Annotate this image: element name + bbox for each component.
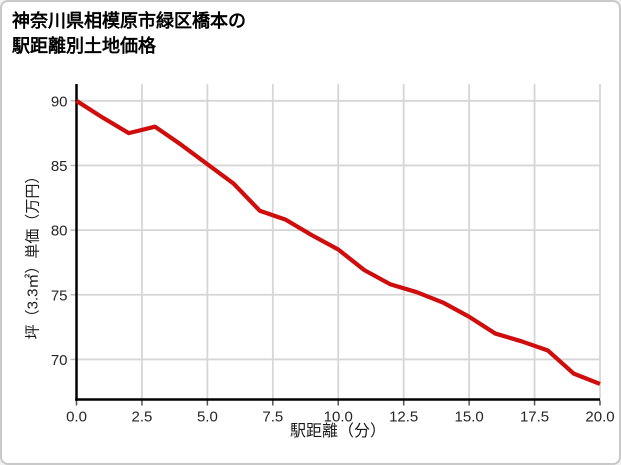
x-tick-label: 17.5 (520, 409, 549, 426)
x-tick-label: 5.0 (197, 409, 218, 426)
x-tick-label: 20.0 (585, 409, 614, 426)
x-tick-label: 7.5 (262, 409, 283, 426)
x-tick-label: 15.0 (455, 409, 484, 426)
x-axis-label: 駅距離（分） (289, 423, 386, 440)
chart-title: 神奈川県相模原市緑区橋本の 駅距離別土地価格 (12, 9, 246, 59)
y-tick-label: 80 (51, 223, 68, 240)
x-tick-label: 2.5 (132, 409, 153, 426)
x-tick-label: 12.5 (389, 409, 418, 426)
x-tick-label: 0.0 (66, 409, 87, 426)
y-tick-label: 85 (51, 158, 68, 175)
price-line (75, 99, 601, 386)
x-tick-label: 10.0 (324, 409, 353, 426)
chart-title-line-1: 神奈川県相模原市緑区橋本の (12, 11, 246, 31)
chart-title-line-2: 駅距離別土地価格 (12, 36, 156, 56)
y-tick-label: 90 (51, 93, 68, 110)
y-tick-label: 75 (51, 287, 68, 304)
y-tick-label: 70 (51, 352, 68, 369)
